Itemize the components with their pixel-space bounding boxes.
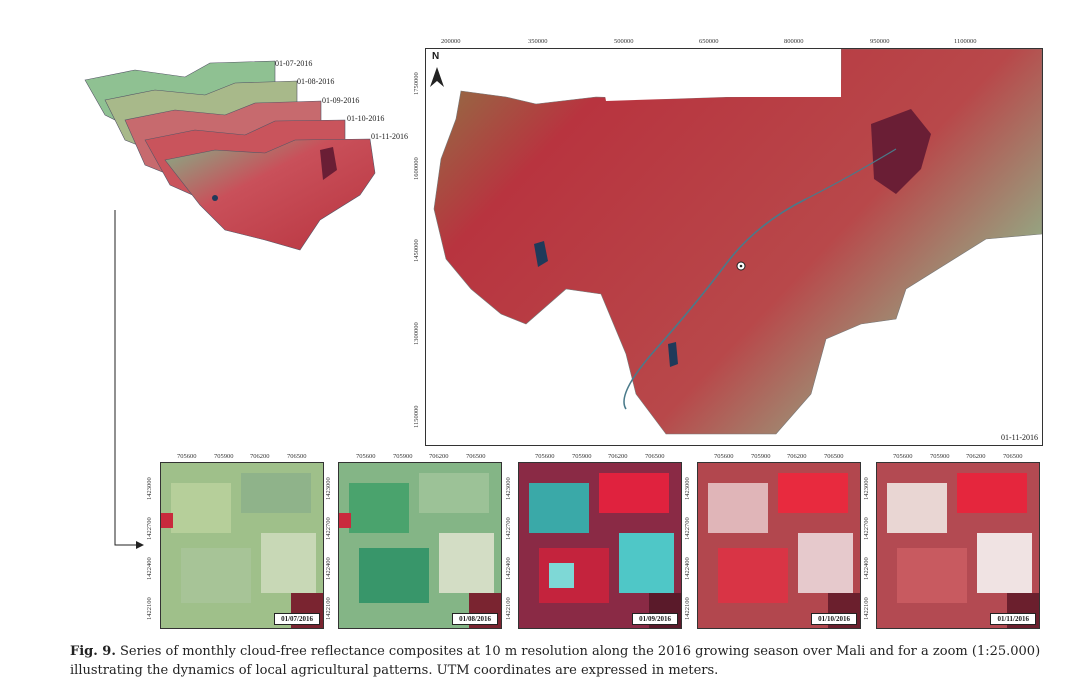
main-left-tick: 1450000	[413, 239, 420, 262]
zoom-left-tick: 1422700	[863, 517, 870, 540]
zoom-top-tick: 705900	[572, 453, 592, 460]
zoom-date-4: 01/10/2016	[811, 613, 857, 625]
zoom-left-tick: 1423000	[146, 477, 153, 500]
main-top-tick: 650000	[699, 38, 719, 45]
zoom-top-tick: 705900	[393, 453, 413, 460]
composite-stack: 01-07-2016 01-08-2016 01-09-2016 01-10-2…	[75, 55, 420, 260]
zoom-left-tick: 1423000	[863, 477, 870, 500]
stack-date-2: 01-08-2016	[297, 77, 335, 86]
zoom-date-2: 01/08/2016	[452, 613, 498, 625]
zoom-date-5: 01/11/2016	[990, 613, 1036, 625]
main-map-frame: N 01-11-2016	[425, 48, 1043, 446]
zoom-top-tick: 706500	[824, 453, 844, 460]
zoom-top-tick: 706200	[250, 453, 270, 460]
zoom-top-tick: 706500	[1003, 453, 1023, 460]
caption-text: Series of monthly cloud-free reflectance…	[70, 644, 1041, 678]
north-label: N	[432, 51, 440, 62]
zoom-left-tick: 1422100	[146, 597, 153, 620]
zoom-left-tick: 1422400	[505, 557, 512, 580]
zoom-left-tick: 1423000	[505, 477, 512, 500]
zoom-left-tick: 1423000	[684, 477, 691, 500]
zoom-top-tick: 705900	[930, 453, 950, 460]
composite-stack-image	[84, 60, 376, 251]
zoom-top-tick: 705900	[751, 453, 771, 460]
zoom-top-tick: 706200	[608, 453, 628, 460]
zoom-panel-3: 01/09/2016	[518, 462, 682, 629]
zoom-top-tick: 705600	[714, 453, 734, 460]
main-left-tick: 1600000	[413, 157, 420, 180]
zoom-top-tick: 705900	[214, 453, 234, 460]
zoom-top-tick: 706500	[287, 453, 307, 460]
figure-caption: Fig. 9. Series of monthly cloud-free ref…	[70, 642, 1055, 680]
zoom-left-tick: 1422700	[146, 517, 153, 540]
zoom-top-tick: 706200	[787, 453, 807, 460]
zoom-left-tick: 1422100	[325, 597, 332, 620]
zoom-left-tick: 1422400	[146, 557, 153, 580]
zoom-panel-2: 01/08/2016	[338, 462, 502, 629]
main-top-tick: 500000	[614, 38, 634, 45]
zoom-left-tick: 1422400	[863, 557, 870, 580]
stack-date-5: 01-11-2016	[371, 132, 409, 141]
main-top-tick: 350000	[528, 38, 548, 45]
zoom-top-tick: 706500	[645, 453, 665, 460]
connector-arrow	[114, 210, 144, 549]
zoom-left-tick: 1422700	[684, 517, 691, 540]
zoom-panel-4: 01/10/2016	[697, 462, 861, 629]
zoom-top-tick: 706200	[429, 453, 449, 460]
zoom-left-tick: 1422700	[505, 517, 512, 540]
stack-date-3: 01-09-2016	[322, 96, 360, 105]
zoom-date-1: 01/07/2016	[274, 613, 320, 625]
stack-date-4: 01-10-2016	[347, 114, 385, 123]
main-map-date: 01-11-2016	[1000, 433, 1038, 442]
zoom-panel-5: 01/11/2016	[876, 462, 1040, 629]
zoom-left-tick: 1422100	[505, 597, 512, 620]
zoom-top-tick: 706200	[966, 453, 986, 460]
zoom-left-tick: 1422700	[325, 517, 332, 540]
zoom-top-tick: 705600	[893, 453, 913, 460]
zoom-panel-1: 01/07/2016	[160, 462, 324, 629]
main-top-tick: 1100000	[954, 38, 977, 45]
zoom-left-tick: 1422100	[684, 597, 691, 620]
main-left-tick: 1750000	[413, 72, 420, 95]
zoom-top-tick: 705600	[535, 453, 555, 460]
stack-date-1: 01-07-2016	[275, 59, 313, 68]
main-top-tick: 950000	[870, 38, 890, 45]
main-map-image	[430, 48, 1043, 435]
main-top-tick: 800000	[784, 38, 804, 45]
zoom-top-tick: 705600	[356, 453, 376, 460]
main-left-tick: 1300000	[413, 322, 420, 345]
zoom-top-tick: 706500	[466, 453, 486, 460]
zoom-left-tick: 1422400	[684, 557, 691, 580]
zoom-date-3: 01/09/2016	[632, 613, 678, 625]
caption-label: Fig. 9.	[70, 644, 116, 659]
main-top-tick: 200000	[441, 38, 461, 45]
zoom-left-tick: 1423000	[325, 477, 332, 500]
zoom-left-tick: 1422400	[325, 557, 332, 580]
main-left-tick: 1150000	[413, 405, 420, 428]
zoom-left-tick: 1422100	[863, 597, 870, 620]
zoom-top-tick: 705600	[177, 453, 197, 460]
